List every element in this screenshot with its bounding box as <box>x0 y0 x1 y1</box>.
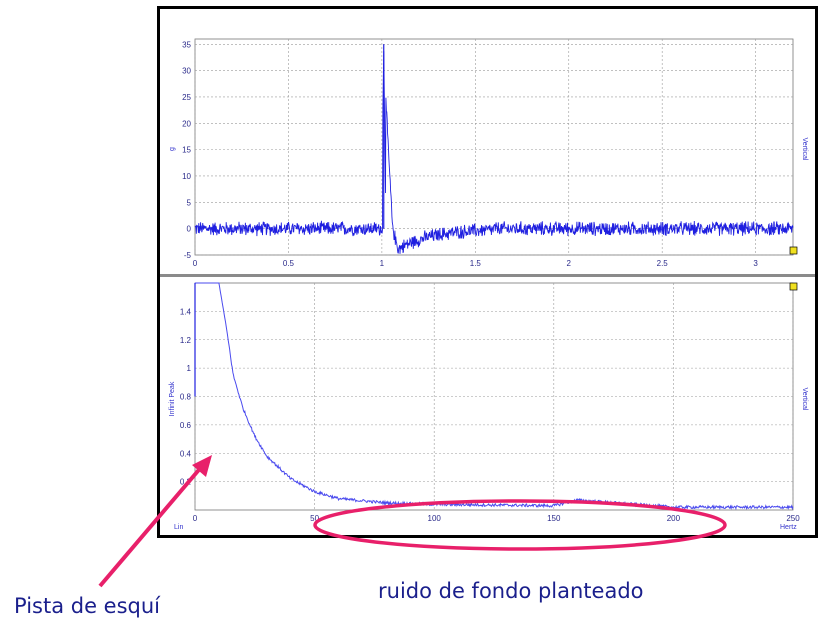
time-signal-ytick-label: -5 <box>184 251 192 260</box>
time-signal-xtick-label: 1 <box>380 259 385 268</box>
time-signal-ytick-label: 10 <box>182 172 191 181</box>
time-signal-right-label: Vertical <box>801 138 808 161</box>
spectrum-trace <box>194 282 794 511</box>
spectrum-ytick-label: 1 <box>187 364 192 373</box>
spectrum-xtick-label: 200 <box>667 514 681 523</box>
spectrum-ytick-label: 0.2 <box>180 478 192 487</box>
time-signal-line <box>194 51 794 254</box>
spectrum-ticks: 0 50 100 150 200 250 0.2 0.4 0.6 0.8 1 1.2 1.4 <box>180 307 800 523</box>
spectrum-xlabel: Hertz <box>780 524 797 531</box>
time-signal-ytick-label: 35 <box>182 40 191 49</box>
time-signal-ytick-label: 15 <box>182 146 191 155</box>
spectrum-ylabel: Infinit Peak <box>169 381 176 416</box>
time-signal-ytick-label: 25 <box>182 93 191 102</box>
time-signal-xtick-label: 3 <box>753 259 758 268</box>
time-signal-ylabel: g <box>169 147 176 151</box>
time-signal-trace <box>194 44 794 254</box>
spectrum-ytick-label: 1.4 <box>180 307 192 316</box>
spectrum-line <box>195 282 794 511</box>
time-signal-ytick-label: 20 <box>182 119 191 128</box>
spectrum-ytick-label: 1.2 <box>180 336 192 345</box>
annotation-arrow-head <box>192 455 212 477</box>
spectrum-xtick-label: 0 <box>193 514 198 523</box>
time-signal-xtick-label: 0 <box>193 259 198 268</box>
time-signal-grid <box>194 38 794 256</box>
panel-separator <box>160 274 815 277</box>
annotation-ski-track: Pista de esquí <box>14 594 161 618</box>
spectrum-ytick-label: 0.8 <box>180 393 192 402</box>
time-signal-marker-icon[interactable] <box>789 246 798 255</box>
time-signal-ytick-label: 30 <box>182 67 191 76</box>
chart-frame: 0 0.5 1 1.5 2 2.5 3 -5 0 5 10 15 20 25 30 35 g Vertical… <box>157 6 818 538</box>
annotation-arrow-line <box>98 463 205 588</box>
time-signal-xtick-label: 0.5 <box>283 259 295 268</box>
noise-highlight-ellipse <box>313 499 727 551</box>
time-signal-ytick-label: 5 <box>187 198 192 207</box>
time-signal-ytick-label: 0 <box>187 225 192 234</box>
time-signal-xtick-label: 2 <box>567 259 572 268</box>
spectrum-xtick-label: 50 <box>310 514 319 523</box>
spectrum-xtick-label: 100 <box>428 514 442 523</box>
annotation-background-noise: ruido de fondo planteado <box>378 579 644 603</box>
time-signal-xtick-label: 1.5 <box>470 259 482 268</box>
spectrum-ytick-label: 0.6 <box>180 421 192 430</box>
spectrum-xtick-label: 150 <box>547 514 561 523</box>
spectrum-xtick-label: 250 <box>786 514 800 523</box>
spectrum-corner-label: Lin <box>174 524 183 531</box>
spectrum-ytick-label: 0.4 <box>180 449 192 458</box>
spectrum-marker-icon[interactable] <box>789 282 798 291</box>
time-signal-xtick-label: 2.5 <box>657 259 669 268</box>
spectrum-chart: 0 50 100 150 200 250 0.2 0.4 0.6 0.8 1 1.2 1.4 Infin… <box>169 282 808 531</box>
spectrum-right-label: Vertical <box>801 388 808 411</box>
